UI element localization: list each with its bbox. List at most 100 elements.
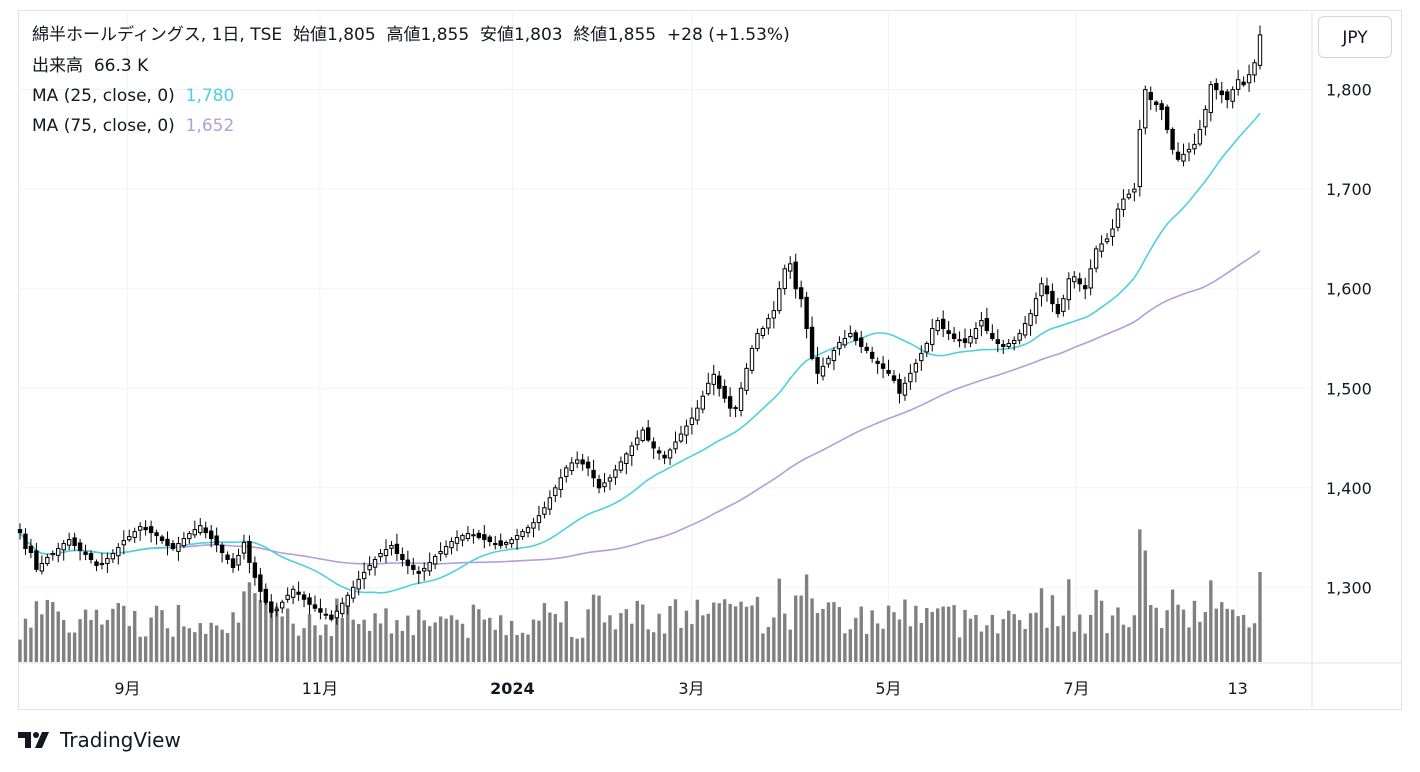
candle-body — [1225, 91, 1230, 101]
ma25-value: 1,780 — [185, 86, 235, 106]
volume-bar — [499, 615, 503, 662]
candle-body — [520, 531, 525, 537]
volume-bar — [744, 606, 749, 662]
volume-bar — [979, 631, 984, 662]
candle-body — [1110, 228, 1115, 237]
candle-body — [99, 562, 105, 566]
candle-body — [673, 441, 678, 450]
candle-body — [323, 613, 329, 616]
volume-bar — [712, 602, 716, 662]
candle-body — [640, 429, 645, 441]
candle-body — [471, 534, 476, 537]
candle-body — [1017, 333, 1022, 341]
volume-bar — [1056, 626, 1060, 662]
candle-body — [1170, 128, 1175, 150]
candle-body — [132, 531, 137, 538]
candle-body — [689, 417, 695, 425]
volume-bar — [657, 613, 661, 662]
x-tick-label: 11月 — [302, 679, 338, 698]
volume-bar — [996, 633, 1000, 662]
candle-body — [372, 558, 378, 568]
candle-body — [454, 537, 460, 544]
time-axis[interactable]: 9月 11月 2024 3月 5月 7月 13 — [114, 679, 1247, 698]
tradingview-logo[interactable]: TradingView — [18, 728, 181, 752]
ma75-legend[interactable]: MA (75, close, 0) 1,652 — [32, 111, 234, 141]
candle-body — [651, 441, 656, 449]
x-tick-label: 5月 — [875, 679, 901, 698]
candle-body — [1159, 103, 1164, 111]
volume-bar — [171, 636, 175, 662]
candle-body — [438, 551, 443, 555]
candle-body — [94, 561, 99, 566]
volume-bar — [651, 632, 656, 662]
volume-bar — [602, 622, 607, 662]
candle-body — [83, 551, 88, 555]
volume-bar — [1220, 602, 1224, 662]
volume-bar — [78, 619, 82, 662]
volume-bar — [253, 593, 257, 662]
volume-bar — [307, 614, 312, 662]
volume-bar — [908, 626, 913, 662]
volume-bar — [444, 618, 448, 662]
volume-bar — [1154, 607, 1158, 662]
volume-bar — [116, 602, 121, 662]
candle-body — [782, 268, 787, 290]
candle-body — [815, 357, 820, 374]
high-value: 1,855 — [420, 25, 470, 45]
candle-body — [602, 482, 607, 488]
volume-bar — [242, 591, 246, 662]
candle-body — [1077, 278, 1082, 285]
volume-bar — [564, 601, 568, 662]
volume-bar — [225, 633, 230, 662]
volume-bar — [925, 607, 929, 662]
candle-body — [591, 469, 596, 479]
candle-body — [727, 396, 733, 409]
candle-body — [962, 338, 968, 343]
volume-bar — [815, 612, 820, 662]
volume-bar — [1214, 608, 1218, 662]
volume-bar — [1241, 614, 1246, 662]
volume-bar — [930, 611, 934, 662]
volume-bar — [67, 632, 71, 662]
volume-bar — [586, 609, 590, 662]
candle-body — [487, 536, 492, 543]
volume-bar — [1159, 628, 1164, 662]
volume-bar — [1083, 633, 1087, 662]
volume-bar — [957, 637, 962, 662]
candle-body — [351, 586, 356, 599]
volume-bar — [40, 614, 44, 662]
candle-body — [345, 594, 350, 607]
high-label: 高値 — [386, 25, 421, 45]
price-axis[interactable]: 1,300 1,400 1,500 1,600 1,700 1,800 — [1326, 81, 1372, 598]
volume-bar — [1050, 595, 1055, 662]
volume-bar — [264, 591, 268, 662]
candle-body — [678, 433, 684, 442]
candle-body — [766, 318, 771, 329]
candle-body — [1219, 90, 1224, 96]
x-tick-label: 9月 — [114, 679, 140, 698]
candle-body — [214, 535, 219, 546]
volume-bar — [783, 613, 787, 662]
volume-label: 出来高 — [32, 56, 83, 76]
tradingview-icon — [18, 732, 49, 748]
volume-bar — [417, 609, 421, 662]
volume-bar — [990, 614, 995, 662]
volume-value: 66.3 K — [93, 56, 149, 76]
candle-body — [990, 332, 995, 339]
candle-body — [50, 552, 55, 556]
volume-bar — [870, 610, 874, 662]
candle-body — [695, 407, 700, 421]
candle-body — [1033, 298, 1039, 317]
volume-bar — [1252, 623, 1257, 662]
ma25-label: MA (25, close, 0) — [32, 86, 175, 106]
candle-body — [880, 363, 886, 369]
volume-bar — [690, 624, 694, 662]
ma25-legend[interactable]: MA (25, close, 0) 1,780 — [32, 81, 234, 111]
candle-body — [864, 346, 869, 351]
volume-bar — [247, 582, 252, 662]
candle-body — [946, 330, 951, 335]
candle-body — [1099, 243, 1104, 252]
currency-button[interactable]: JPY — [1318, 16, 1392, 58]
volume-bar — [1001, 619, 1005, 662]
volume-bar — [684, 610, 689, 662]
